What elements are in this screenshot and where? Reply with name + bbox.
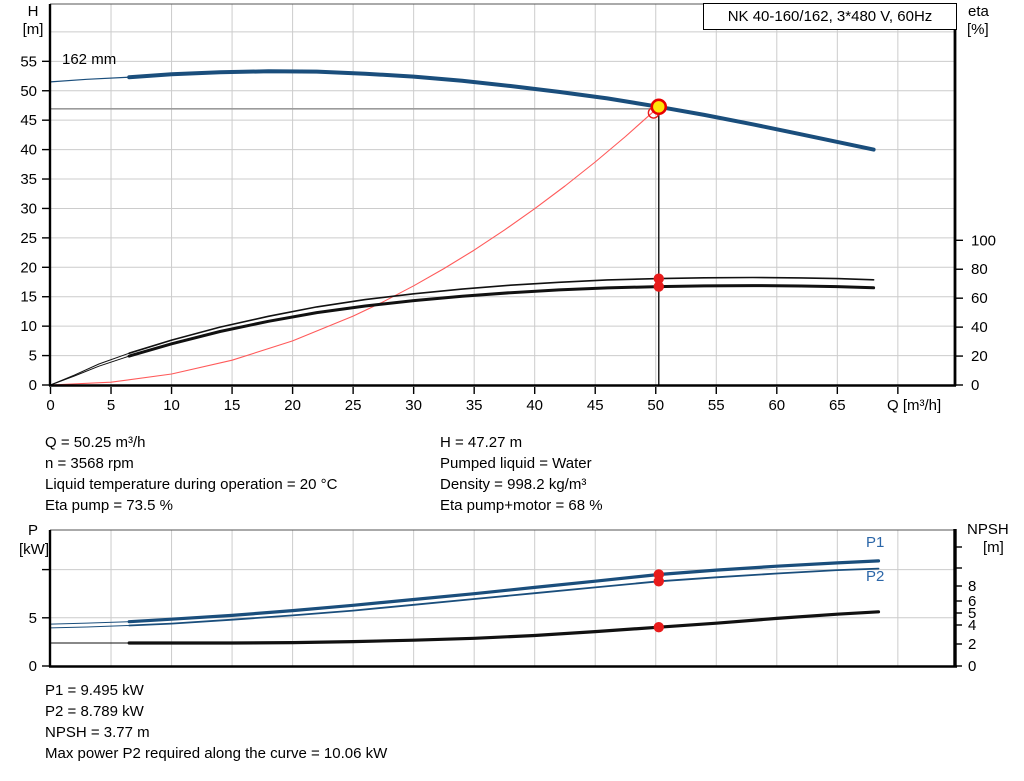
q-tick-label: 25: [345, 397, 362, 414]
h-tick-label: 50: [20, 83, 37, 100]
h-axis-title: H: [27, 3, 39, 20]
p2-thin: [50, 625, 130, 629]
eta-tick-label: 0: [971, 377, 979, 394]
info-line: Density = 998.2 kg/m³: [440, 476, 587, 493]
h-tick-label: 5: [29, 348, 37, 365]
q-tick-label: 65: [829, 397, 846, 414]
eta-pump-motor-curve: [127, 284, 876, 358]
p1-point: [653, 569, 664, 580]
npsh-tick-label: 2: [968, 636, 976, 653]
power-info: P1 = 9.495 kW P2 = 8.789 kW NPSH = 3.77 m M…: [45, 680, 387, 764]
info-line: P2 = 8.789 kW: [45, 703, 144, 720]
info-line: Eta pump+motor = 68 %: [440, 497, 603, 514]
npsh-tick-label: 6: [968, 593, 976, 610]
qh-curve: [127, 69, 876, 152]
q-tick-label: 10: [163, 397, 180, 414]
info-line: Q = 50.25 m³/h: [45, 434, 146, 451]
h-tick-label: 30: [20, 200, 37, 217]
h-tick-label: 10: [20, 318, 37, 335]
npsh-axis-title: NPSH: [967, 521, 1009, 538]
npsh-curve: [127, 610, 881, 645]
h-tick-label: 45: [20, 112, 37, 129]
p1-curve: [127, 559, 881, 624]
info-line: Liquid temperature during operation = 20…: [45, 476, 338, 493]
operating-point[interactable]: [650, 98, 668, 116]
p-tick-label: 0: [29, 658, 37, 675]
p-axis-unit: [kW]: [19, 541, 49, 558]
pump-title-box: NK 40-160/162, 3*480 V, 60Hz: [703, 3, 957, 30]
h-tick-label: 0: [29, 377, 37, 394]
q-tick-label: 40: [526, 397, 543, 414]
info-line: Pumped liquid = Water: [440, 455, 592, 472]
duty-info-left: Q = 50.25 m³/h n = 3568 rpm Liquid tempera…: [45, 432, 337, 516]
eta-tick-label: 60: [971, 290, 988, 307]
h-tick-label: 15: [20, 289, 37, 306]
eta-tick-label: 80: [971, 261, 988, 278]
q-tick-label: 60: [768, 397, 785, 414]
npsh-tick-label: 8: [968, 578, 976, 595]
q-tick-label: 50: [647, 397, 664, 414]
eta-pump-motor-thin: [50, 355, 130, 386]
q-tick-label: 45: [587, 397, 604, 414]
npsh-tick-label: 5: [968, 605, 976, 622]
info-line: n = 3568 rpm: [45, 455, 134, 472]
eta-tick-label: 40: [971, 319, 988, 336]
h-tick-label: 20: [20, 259, 37, 276]
eta-pump-motor-point: [653, 281, 664, 292]
p1-thin: [50, 621, 130, 625]
info-line: H = 47.27 m: [440, 434, 523, 451]
npsh-tick-label: 4: [968, 617, 976, 634]
q-tick-label: 55: [708, 397, 725, 414]
h-axis-unit: [m]: [22, 21, 44, 38]
npsh-tick-label: 0: [968, 658, 976, 675]
npsh-point: [653, 621, 664, 633]
eta-pump-point: [653, 273, 664, 284]
eta-tick-label: 100: [971, 232, 996, 249]
impeller-diameter-label: 162 mm: [62, 51, 117, 68]
npsh-axis-unit: [m]: [983, 539, 1004, 556]
h-tick-label: 55: [20, 53, 37, 70]
p-axis-title: P: [27, 522, 38, 539]
info-line: P1 = 9.495 kW: [45, 682, 144, 699]
eta-tick-label: 20: [971, 348, 988, 365]
q-tick-label: 30: [405, 397, 422, 414]
h-tick-label: 35: [20, 171, 37, 188]
p-tick-label: 5: [29, 610, 37, 627]
q-tick-label: 15: [224, 397, 241, 414]
eta-pump-curve: [128, 276, 875, 355]
qh-thin: [49, 76, 130, 83]
h-tick-label: 25: [20, 230, 37, 247]
q-tick-label: 5: [107, 397, 115, 414]
info-line: Eta pump = 73.5 %: [45, 497, 173, 514]
q-tick-label: 20: [284, 397, 301, 414]
h-tick-label: 40: [20, 142, 37, 159]
q-tick-label: 35: [466, 397, 483, 414]
p1-curve-label: P1: [866, 534, 885, 551]
p2-curve: [128, 567, 880, 627]
pump-title: NK 40-160/162, 3*480 V, 60Hz: [727, 8, 933, 25]
q-axis-title: Q [m³/h]: [887, 397, 942, 414]
eta-axis-unit: [%]: [967, 21, 989, 38]
info-line: Max power P2 required along the curve = …: [45, 745, 388, 762]
info-line: NPSH = 3.77 m: [45, 724, 150, 741]
duty-info-right: H = 47.27 m Pumped liquid = Water Density …: [440, 432, 603, 516]
p2-curve-label: P2: [866, 568, 885, 585]
duty-curve: [49, 106, 660, 386]
q-tick-label: 0: [46, 397, 54, 414]
eta-axis-title: eta: [968, 3, 989, 20]
